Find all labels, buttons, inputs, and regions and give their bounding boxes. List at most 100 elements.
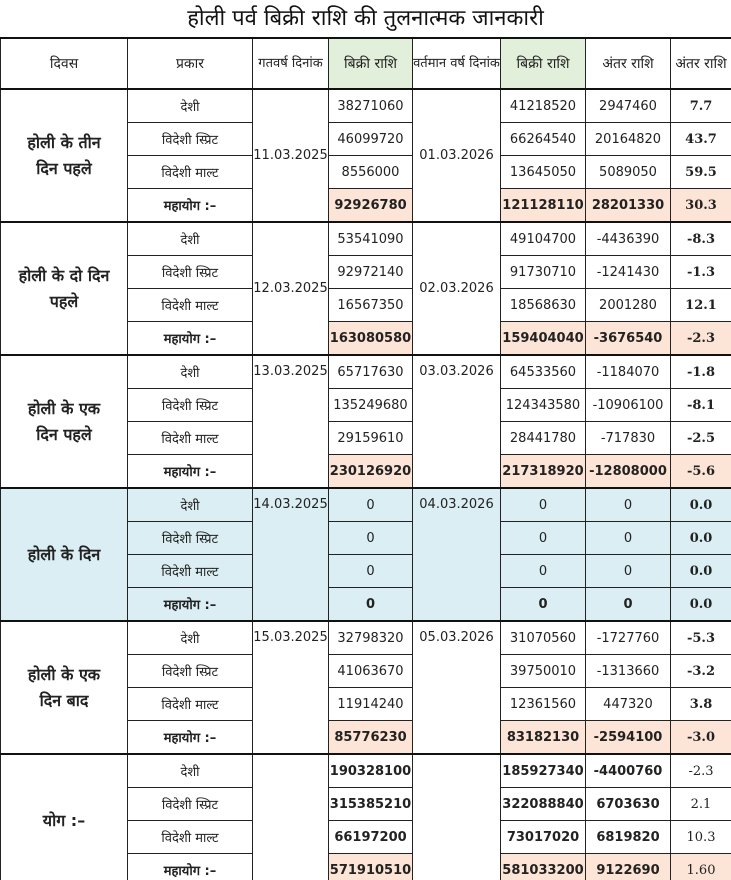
prev-date: 14.03.2025: [252, 487, 329, 622]
prev-sales: 135249680: [328, 388, 413, 422]
diff-percent: 2.1: [670, 787, 731, 821]
diff-amount: 0: [585, 521, 671, 555]
prev-sales: 571910510: [328, 853, 413, 880]
total-row: महायोग :– 163080580 159404040 -3676540 -2.3: [1, 321, 731, 356]
prev-sales: 0: [328, 587, 413, 622]
type-label: विदेशी स्प्रिट: [127, 521, 253, 555]
day-label: होली के तीन दिन पहले: [0, 88, 128, 223]
type-label: देशी: [127, 487, 253, 522]
diff-percent: -1.3: [670, 255, 731, 289]
prev-sales: 0: [328, 487, 413, 522]
diff-amount: 6703630: [585, 787, 671, 821]
type-label: विदेशी माल्ट: [127, 421, 253, 455]
cur-sales: 0: [500, 554, 586, 588]
prev-sales: 92972140: [328, 255, 413, 289]
type-label: देशी: [127, 88, 253, 123]
type-label: महायोग :–: [127, 720, 253, 755]
prev-sales: 315385210: [328, 787, 413, 821]
table-row: विदेशी माल्ट 66197200 73017020 6819820 10.3: [1, 820, 731, 854]
cur-sales: 64533560: [500, 354, 586, 389]
diff-amount: 0: [585, 587, 671, 622]
header-prev-sales: बिक्री राशि: [328, 37, 413, 90]
diff-percent: -5.3: [670, 620, 731, 655]
type-label: विदेशी माल्ट: [127, 155, 253, 189]
day-label: योग :–: [0, 753, 128, 880]
diff-percent: -8.3: [670, 221, 731, 256]
prev-sales: 38271060: [328, 88, 413, 123]
prev-date: [252, 753, 329, 880]
table-row: होली के दिन देशी 14.03.2025 0 04.03.2026 0 0 0.…: [0, 487, 731, 622]
total-row: महायोग :– 92926780 121128110 28201330 30.3: [1, 188, 731, 223]
header-prev-date: गतवर्ष दिनांक: [252, 37, 329, 90]
table-row: विदेशी माल्ट 11914240 12361560 447320 3.8: [1, 687, 731, 721]
cur-sales: 73017020: [500, 820, 586, 854]
type-label: विदेशी माल्ट: [127, 554, 253, 588]
total-row: महायोग :– 85776230 83182130 -2594100 -3.0: [1, 720, 731, 755]
cur-date: 02.03.2026: [412, 221, 501, 356]
prev-sales: 8556000: [328, 155, 413, 189]
diff-amount: 9122690: [585, 853, 671, 880]
cur-date: [412, 753, 501, 880]
diff-percent: -2.3: [670, 753, 731, 788]
header-cur-sales: बिक्री राशि: [500, 37, 586, 90]
diff-percent: 43.7: [670, 122, 731, 156]
diff-amount: 6819820: [585, 820, 671, 854]
sales-comparison-table: दिवस प्रकार गतवर्ष दिनांक बिक्री राशि वर…: [0, 37, 731, 880]
diff-percent: -3.2: [670, 654, 731, 688]
report-title: होली पर्व बिक्री राशि की तुलनात्मक जानका…: [187, 6, 544, 31]
diff-percent: 0.0: [670, 554, 731, 588]
diff-amount: 2947460: [585, 88, 671, 123]
diff-percent: 3.8: [670, 687, 731, 721]
header-row: दिवस प्रकार गतवर्ष दिनांक बिक्री राशि वर…: [0, 37, 731, 90]
prev-sales: 66197200: [328, 820, 413, 854]
type-label: विदेशी माल्ट: [127, 687, 253, 721]
type-label: देशी: [127, 354, 253, 389]
type-label: महायोग :–: [127, 587, 253, 622]
diff-amount: -2594100: [585, 720, 671, 755]
type-label: विदेशी स्प्रिट: [127, 122, 253, 156]
table-row: विदेशी माल्ट 8556000 13645050 5089050 59.5: [1, 155, 731, 189]
cur-sales: 83182130: [500, 720, 586, 755]
type-label: देशी: [127, 620, 253, 655]
header-diff-amount: अंतर राशि: [585, 37, 671, 90]
type-label: महायोग :–: [127, 188, 253, 223]
diff-percent: 7.7: [670, 88, 731, 123]
diff-amount: -12808000: [585, 454, 671, 489]
cur-sales: 0: [500, 487, 586, 522]
table-row: विदेशी स्प्रिट 46099720 66264540 20164820 43…: [1, 122, 731, 156]
prev-sales: 29159610: [328, 421, 413, 455]
diff-amount: -1184070: [585, 354, 671, 389]
prev-sales: 230126920: [328, 454, 413, 489]
cur-sales: 12361560: [500, 687, 586, 721]
prev-sales: 85776230: [328, 720, 413, 755]
table-row: योग :– देशी 190328100 185927340 -4400760 -2.3: [0, 753, 731, 880]
diff-amount: -3676540: [585, 321, 671, 356]
type-label: विदेशी माल्ट: [127, 288, 253, 322]
diff-percent: 59.5: [670, 155, 731, 189]
total-row: महायोग :– 571910510 581033200 9122690 1.60: [1, 853, 731, 880]
cur-sales: 581033200: [500, 853, 586, 880]
prev-sales: 41063670: [328, 654, 413, 688]
type-label: महायोग :–: [127, 853, 253, 880]
prev-sales: 163080580: [328, 321, 413, 356]
table-row: विदेशी स्प्रिट 92972140 91730710 -1241430 -1…: [1, 255, 731, 289]
cur-sales: 13645050: [500, 155, 586, 189]
type-label: विदेशी स्प्रिट: [127, 654, 253, 688]
cur-sales: 322088840: [500, 787, 586, 821]
diff-amount: 2001280: [585, 288, 671, 322]
type-label: विदेशी स्प्रिट: [127, 787, 253, 821]
diff-amount: 0: [585, 487, 671, 522]
diff-percent: -8.1: [670, 388, 731, 422]
cur-date: 01.03.2026: [412, 88, 501, 223]
cur-sales: 0: [500, 587, 586, 622]
day-label: होली के दिन: [0, 487, 128, 622]
diff-amount: -1313660: [585, 654, 671, 688]
table-row: होली के तीन दिन पहले देशी 11.03.2025 382710…: [0, 88, 731, 223]
table-row: विदेशी स्प्रिट 0 0 0 0.0: [1, 521, 731, 555]
diff-amount: -717830: [585, 421, 671, 455]
prev-date: 15.03.2025: [252, 620, 329, 755]
type-label: देशी: [127, 221, 253, 256]
cur-sales: 66264540: [500, 122, 586, 156]
table-row: विदेशी स्प्रिट 41063670 39750010 -1313660 -3…: [1, 654, 731, 688]
